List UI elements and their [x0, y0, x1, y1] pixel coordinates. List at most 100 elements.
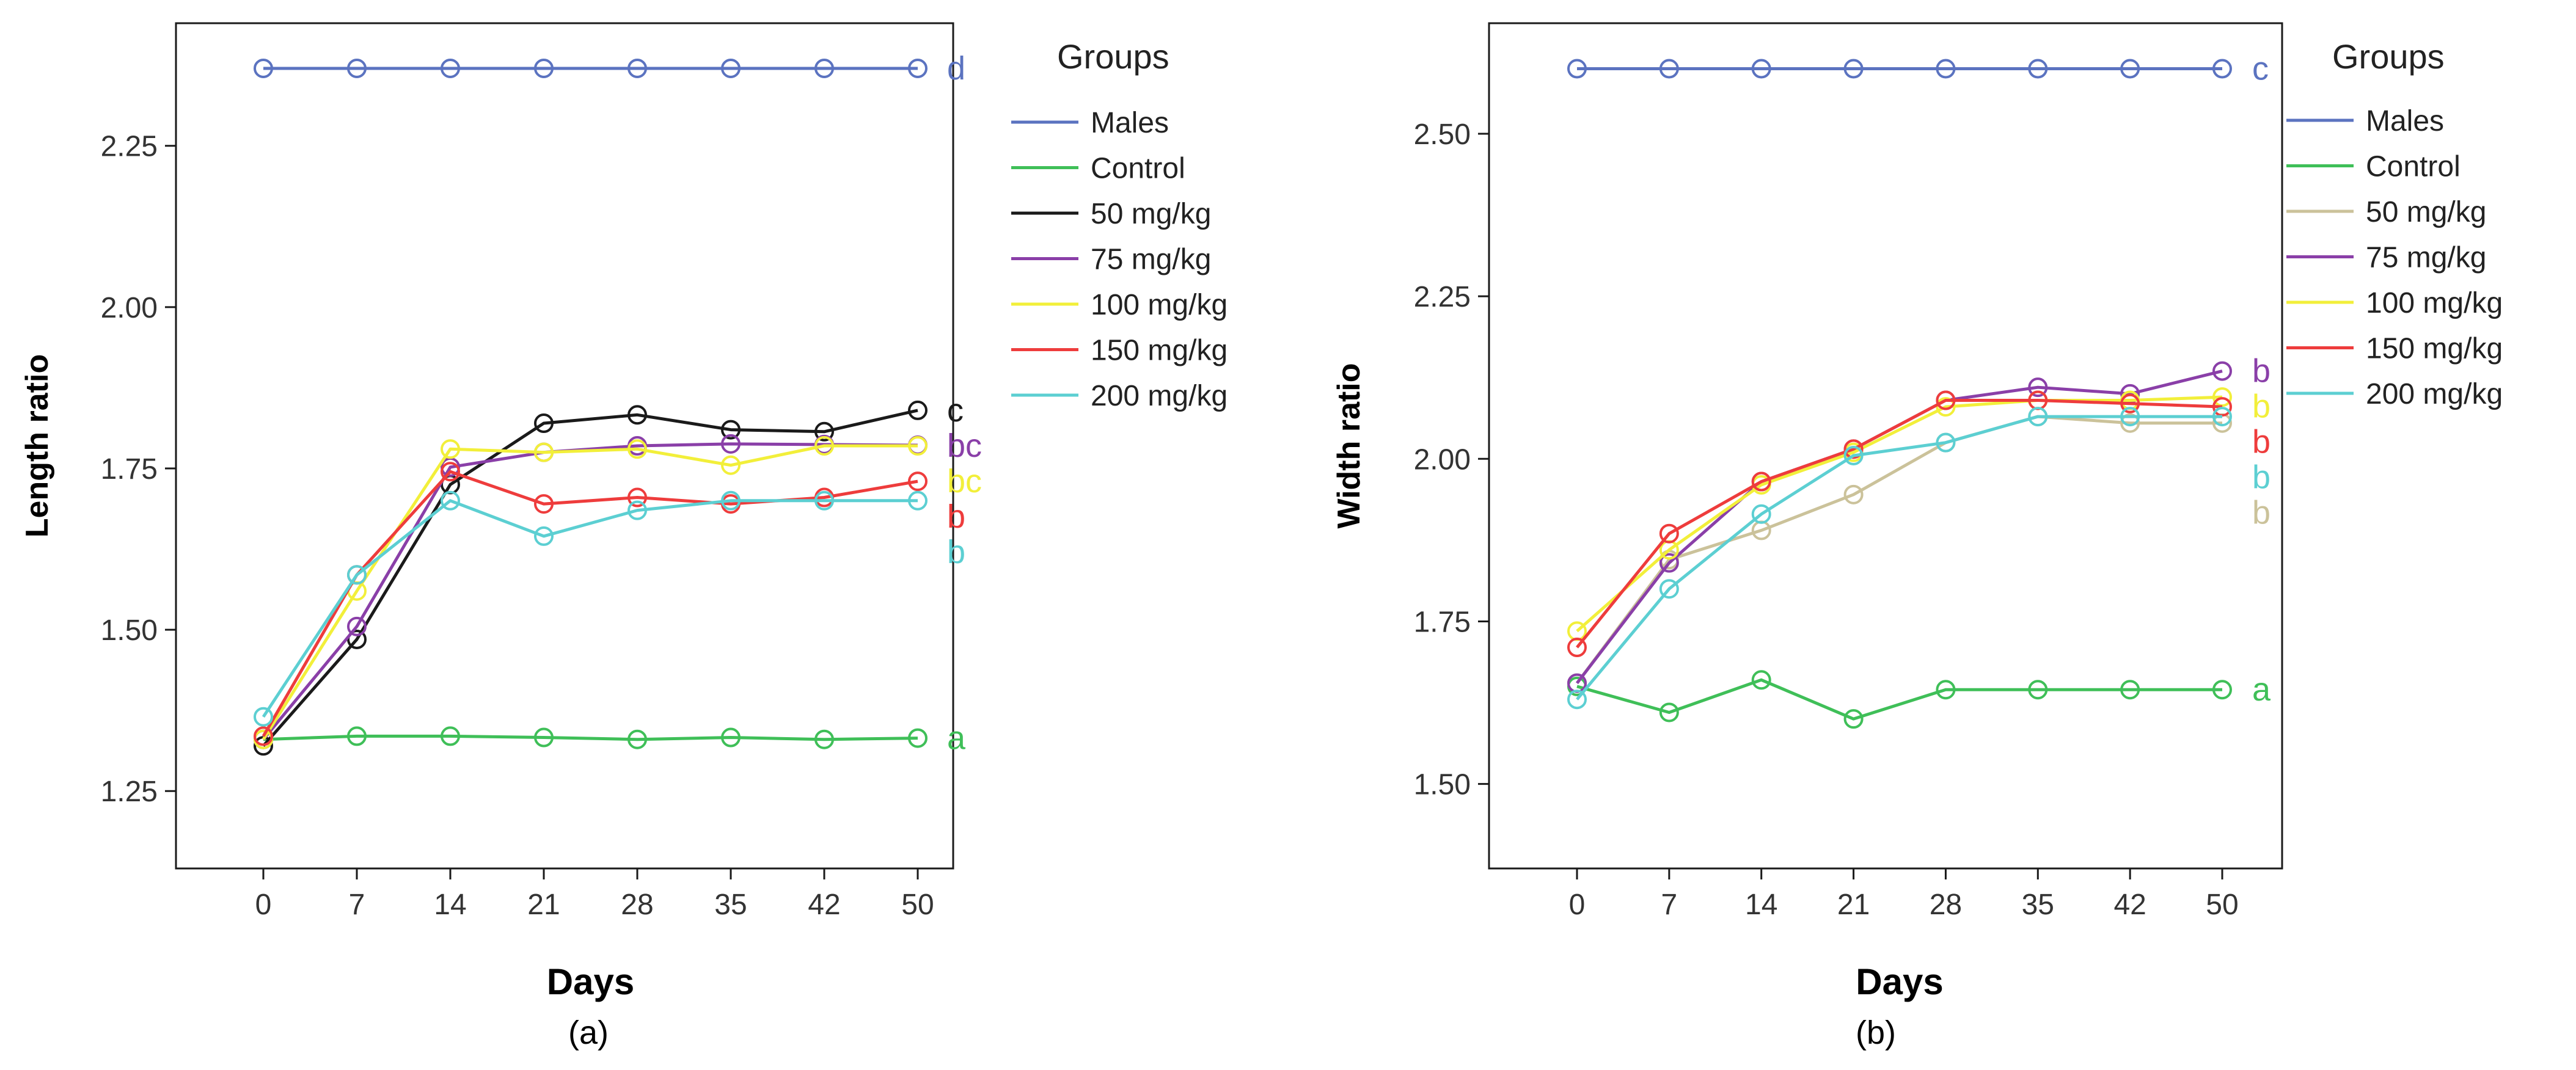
significance-letter: b: [947, 498, 965, 535]
x-tick-label: 14: [1745, 889, 1777, 921]
series-150-mg-kg: [254, 462, 928, 746]
data-point: [628, 500, 647, 520]
panel-label: (a): [568, 1014, 609, 1051]
data-point: [347, 565, 367, 585]
data-point: [908, 490, 928, 511]
data-point: [254, 58, 273, 78]
y-tick-label: 2.00: [1414, 443, 1471, 476]
series-males: [1567, 59, 2232, 79]
y-tick-label: 2.00: [101, 292, 158, 324]
data-point: [814, 58, 834, 78]
data-point: [1936, 680, 1956, 700]
data-point: [814, 490, 834, 511]
plot-frame: [175, 22, 954, 870]
data-point: [1567, 638, 1587, 658]
data-point: [1936, 390, 1956, 410]
data-point: [2120, 407, 2140, 427]
significance-letter: b: [2252, 459, 2270, 496]
data-point: [1751, 504, 1771, 524]
series-line: [263, 734, 918, 741]
legend-entry: 150 mg/kg: [2366, 333, 2503, 365]
data-point: [721, 434, 741, 454]
series-100-mg-kg: [254, 436, 928, 749]
data-point: [1659, 579, 1679, 599]
series-line: [1576, 395, 2223, 633]
legend-entry: 200 mg/kg: [1091, 380, 1228, 412]
significance-letter: bc: [947, 428, 982, 464]
legend-entry: 50 mg/kg: [1091, 198, 1211, 230]
x-tick-label: 35: [2022, 889, 2054, 921]
significance-letter: c: [2252, 51, 2269, 87]
data-point: [1936, 432, 1956, 453]
data-point: [628, 487, 647, 508]
data-point: [441, 490, 460, 511]
data-point: [441, 58, 460, 78]
legend-entry: 50 mg/kg: [2366, 196, 2486, 228]
data-point: [2212, 361, 2232, 381]
data-point: [628, 729, 647, 749]
significance-letter: b: [947, 534, 965, 570]
data-point: [2028, 680, 2048, 700]
data-point: [1659, 523, 1679, 544]
series-line: [262, 409, 918, 747]
y-axis-label: Width ratio: [1331, 363, 1367, 528]
data-point: [534, 442, 554, 462]
data-point: [2212, 407, 2232, 427]
y-tick-label: 1.50: [101, 614, 158, 647]
series-200-mg-kg: [254, 490, 928, 727]
significance-letter: c: [947, 392, 964, 429]
significance-letter: b: [2252, 424, 2270, 460]
legend-entry: Males: [1091, 107, 1169, 139]
series-line: [262, 470, 918, 737]
legend-entry: Males: [2366, 105, 2444, 137]
y-tick-label: 1.25: [101, 776, 158, 808]
series-line: [1576, 678, 2222, 721]
series-line: [262, 444, 918, 741]
y-axis-label: Length ratio: [20, 354, 55, 537]
y-tick-label: 2.50: [1414, 118, 1471, 151]
y-tick-label: 1.75: [101, 453, 158, 486]
y-tick-label: 1.50: [1414, 769, 1471, 801]
chart-panel-1: 1.25 1.50 1.75 2.00 2.25 0 7 14 21 28 35 42 50 Days Le…: [20, 22, 1228, 1051]
significance-letter: b: [2252, 388, 2270, 425]
y-tick-label: 2.25: [101, 131, 158, 163]
legend: Groups Males Control 50 mg/kg 75 mg/kg 100 mg…: [1011, 37, 1228, 412]
data-point: [1751, 471, 1771, 492]
data-point: [1843, 709, 1864, 729]
x-tick-label: 0: [255, 889, 272, 921]
data-point: [721, 420, 741, 440]
data-point: [908, 400, 928, 420]
data-point: [347, 629, 367, 649]
data-point: [908, 728, 928, 748]
data-point: [1751, 670, 1771, 690]
legend-title: Groups: [2332, 37, 2445, 76]
x-tick-label: 21: [1837, 889, 1870, 921]
data-point: [2028, 407, 2048, 427]
data-point: [2120, 59, 2140, 79]
significance-letter: b: [2252, 495, 2270, 531]
series-line: [262, 499, 918, 718]
data-point: [1843, 439, 1864, 459]
x-tick-label: 42: [808, 889, 840, 921]
plot-frame: [1488, 22, 2283, 870]
data-point: [721, 490, 741, 511]
legend-entry: 100 mg/kg: [1091, 289, 1228, 321]
series-200-mg-kg: [1567, 407, 2232, 710]
data-point: [347, 726, 367, 746]
data-point: [1567, 690, 1587, 710]
data-point: [1843, 59, 1864, 79]
legend-entry: Control: [2366, 151, 2461, 183]
data-point: [628, 405, 647, 425]
series-150-mg-kg: [1567, 390, 2232, 658]
x-tick-label: 28: [1930, 889, 1962, 921]
series-line: [1575, 415, 2222, 685]
legend-entry: 150 mg/kg: [1091, 335, 1228, 367]
series-line: [262, 442, 918, 741]
data-point: [1751, 59, 1771, 79]
data-point: [254, 726, 273, 746]
data-point: [534, 727, 554, 748]
data-point: [908, 436, 928, 456]
data-point: [2120, 413, 2140, 433]
